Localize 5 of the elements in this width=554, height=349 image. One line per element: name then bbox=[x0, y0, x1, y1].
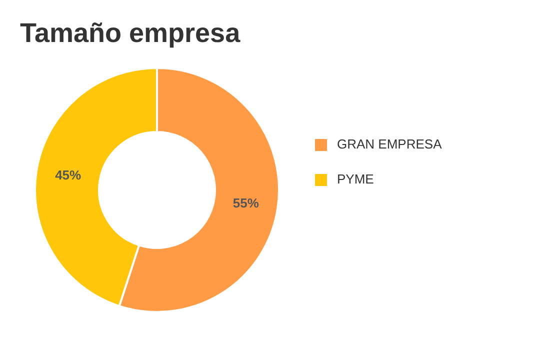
legend-label: GRAN EMPRESA bbox=[337, 136, 442, 152]
chart-title: Tamaño empresa bbox=[20, 18, 242, 48]
data-label: 45% bbox=[55, 167, 82, 182]
legend-label: PYME bbox=[337, 171, 374, 186]
data-label: 55% bbox=[232, 196, 260, 211]
